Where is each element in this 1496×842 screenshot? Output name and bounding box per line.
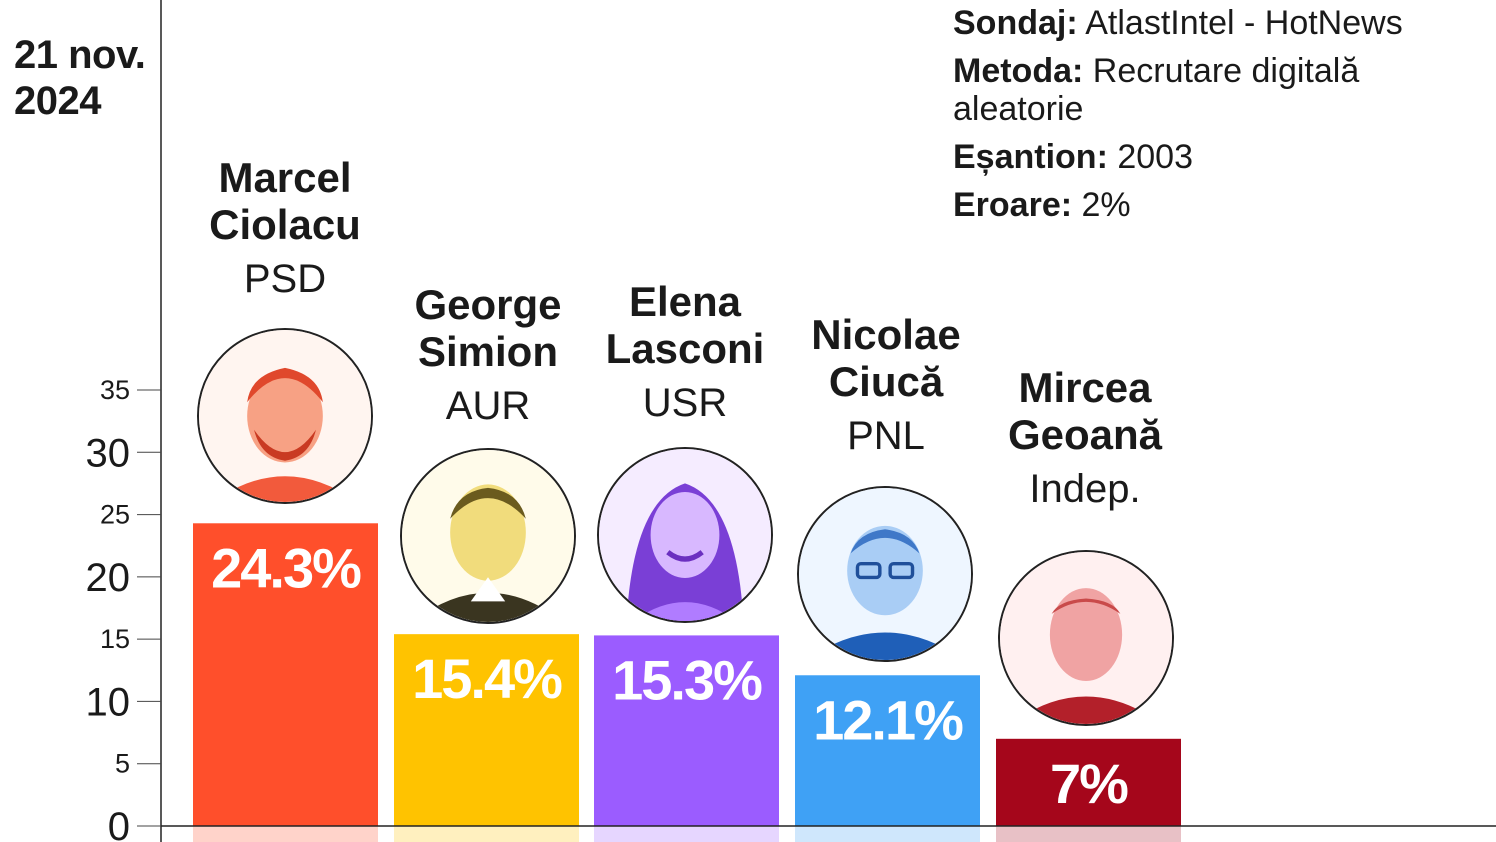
y-tick-label: 20 [86,556,131,600]
bar-value-label: 15.4% [412,647,562,710]
candidate-label-lasconi: Elena Lasconi USR [575,278,795,426]
bar-2 [394,634,579,826]
george-simion-portrait-icon [400,448,576,624]
party-label: Indep. [1029,467,1141,511]
candidate-label-ciuca: Nicolae Ciucă PNL [776,311,996,459]
bar-reflection-1 [193,826,378,842]
info-sondaj: Sondaj: AtlastIntel - HotNews [953,4,1403,42]
poll-date: 21 nov. 2024 [14,32,159,124]
nicolae-ciuca-portrait-icon [797,486,973,662]
y-tick-label: 0 [108,805,130,842]
bar-5 [996,738,1181,826]
mircea-geoana-portrait-icon [998,550,1174,726]
bar-1 [193,523,378,826]
marcel-ciolacu-portrait-icon [197,328,373,504]
y-tick-label: 25 [100,500,130,530]
party-label: PNL [847,414,925,458]
bar-3 [594,635,779,826]
bar-value-label: 15.3% [612,648,762,711]
candidate-label-ciolacu: Marcel Ciolacu PSD [175,154,395,302]
y-tick-label: 10 [86,680,131,724]
poll-date-year: 2024 [14,79,101,123]
info-metoda: Metoda: Recrutare digitală aleatorie [953,52,1360,128]
y-tick-label: 35 [100,375,130,405]
y-tick-label: 15 [100,624,130,654]
y-tick-label: 5 [115,749,130,779]
bar-value-label: 24.3% [211,536,361,599]
poll-info: Sondaj: AtlastIntel - HotNews Metoda: Re… [953,4,1483,234]
bar-value-label: 7% [1050,752,1128,815]
bar-value-label: 12.1% [813,688,963,751]
y-tick-label: 30 [86,431,131,475]
party-label: PSD [243,257,327,301]
candidate-label-geoana: Mircea Geoană Indep. [975,364,1195,512]
info-eroare: Eroare: 2% [953,186,1131,224]
poll-date-day: 21 nov. [14,33,146,77]
bar-reflection-4 [795,826,980,842]
party-label: USR [642,381,728,425]
party-label: AUR [445,384,531,428]
candidate-label-simion: George Simion AUR [378,281,598,429]
bar-reflection-3 [594,826,779,842]
bar-4 [795,675,980,826]
elena-lasconi-portrait-icon [597,447,773,623]
info-esantion: Eșantion: 2003 [953,138,1193,176]
bar-reflection-5 [996,826,1181,842]
bar-reflection-2 [394,826,579,842]
